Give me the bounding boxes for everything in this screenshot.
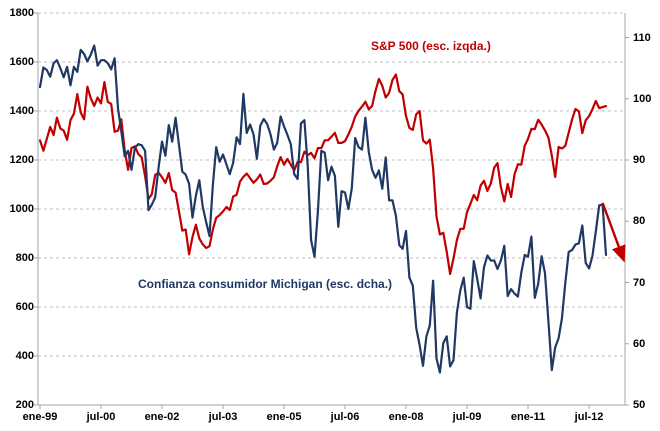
michigan-series-label: Confianza consumidor Michigan (esc. dcha… xyxy=(138,277,393,291)
x-axis-tick-label: jul-12 xyxy=(574,411,604,423)
x-axis-tick-label: ene-11 xyxy=(510,411,546,423)
left-axis-tick-label: 1400 xyxy=(9,105,34,117)
left-axis-tick-label: 800 xyxy=(15,252,34,264)
x-axis-tick-label: jul-06 xyxy=(330,411,360,423)
x-axis-tick-label: ene-05 xyxy=(266,411,302,423)
michigan-line xyxy=(38,44,608,374)
x-axis-tick-label: ene-08 xyxy=(388,411,424,423)
confidence-drop-arrow xyxy=(601,202,626,263)
left-axis-tick-label: 600 xyxy=(15,301,34,313)
right-axis-tick-label: 80 xyxy=(633,215,646,228)
x-axis-tick-label: ene-99 xyxy=(22,411,58,423)
right-axis-tick-label: 100 xyxy=(633,92,652,105)
x-axis-tick-label: jul-00 xyxy=(86,411,116,423)
right-axis-tick-label: 50 xyxy=(633,399,646,411)
right-axis-tick-label: 90 xyxy=(633,154,646,166)
left-axis-tick-label: 1600 xyxy=(9,56,34,68)
x-axis-tick-label: jul-03 xyxy=(208,411,238,423)
right-axis-tick-label: 60 xyxy=(633,337,646,350)
x-axis-tick-label: ene-02 xyxy=(144,411,180,423)
sp500-series-label: S&P 500 (esc. izqda.) xyxy=(371,39,491,53)
sp500-line xyxy=(38,73,608,275)
left-axis-tick-label: 1200 xyxy=(9,154,34,166)
left-axis-tick-label: 400 xyxy=(15,350,34,362)
x-axis-tick-label: jul-09 xyxy=(452,411,482,423)
left-axis-tick-label: 1800 xyxy=(9,7,34,19)
right-axis-tick-label: 70 xyxy=(633,276,646,289)
right-axis-tick-label: 110 xyxy=(633,31,651,44)
left-axis-tick-label: 1000 xyxy=(9,203,34,215)
left-axis-tick-label: 200 xyxy=(15,399,34,411)
